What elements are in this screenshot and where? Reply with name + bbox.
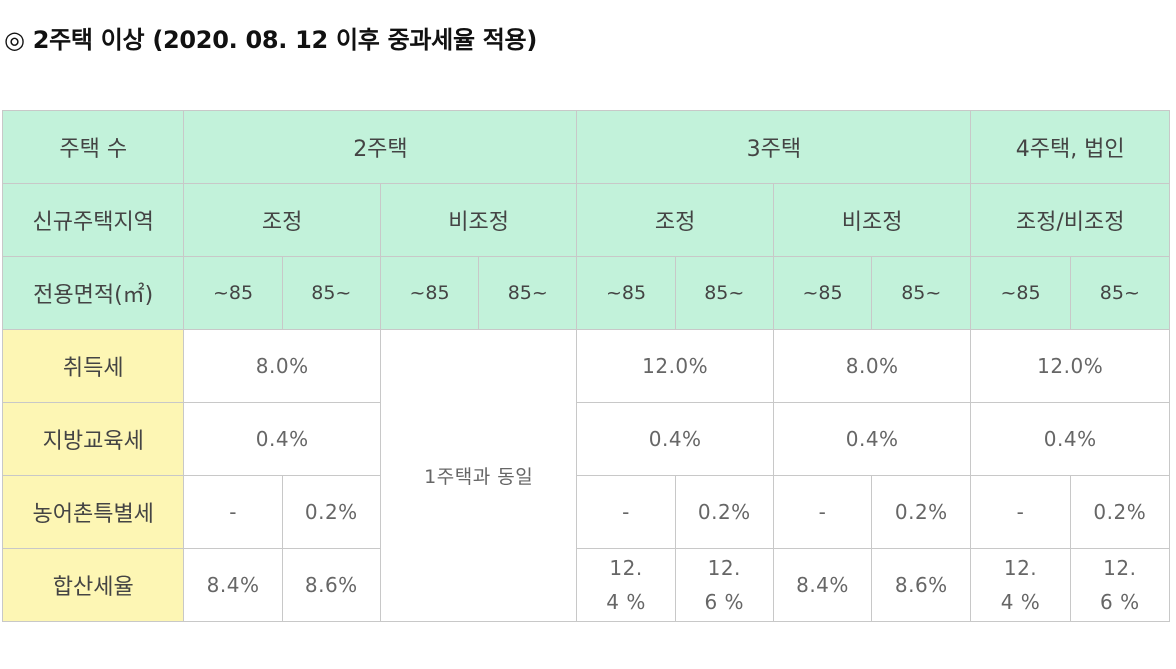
total-3r-under85-text: 12.4 % xyxy=(606,556,646,614)
total-3r-under85: 12.4 % xyxy=(576,548,676,622)
row-rural-tax: 농어촌특별세 - 0.2% - 0.2% - 0.2% - 0.2% xyxy=(1,475,1171,549)
area-under-85: ~85 xyxy=(183,256,283,330)
rural-3r-over85: 0.2% xyxy=(674,475,774,549)
rural-3n-under85: - xyxy=(772,475,873,549)
header-3-regulated: 조정 xyxy=(576,183,774,257)
header-3-houses: 3주택 xyxy=(576,110,972,184)
tax-rate-table: 주택 수 2주택 3주택 4주택, 법인 신규주택지역 조정 비조정 조정 비조… xyxy=(1,110,1171,622)
area-over-85: 85~ xyxy=(478,256,578,330)
row-label-acquisition-tax: 취득세 xyxy=(1,329,185,403)
area-over-85: 85~ xyxy=(674,256,774,330)
header-row-region: 신규주택지역 조정 비조정 조정 비조정 조정/비조정 xyxy=(1,183,1170,257)
total-3n-under85: 8.4% xyxy=(772,548,873,622)
total-3r-over85: 12.6 % xyxy=(674,548,774,622)
header-2-houses: 2주택 xyxy=(183,110,578,184)
row-education-tax: 지방교육세 0.4% 0.4% 0.4% 0.4% xyxy=(1,402,1170,476)
edu-4: 0.4% xyxy=(970,402,1170,476)
header-3-non-regulated: 비조정 xyxy=(772,183,972,257)
acq-4: 12.0% xyxy=(970,329,1170,403)
total-3n-over85: 8.6% xyxy=(871,548,972,622)
acq-2-regulated: 8.0% xyxy=(183,329,381,403)
edu-2-regulated: 0.4% xyxy=(183,402,381,476)
same-as-one-house: 1주택과 동일 xyxy=(379,329,578,622)
header-2-regulated: 조정 xyxy=(183,183,381,257)
area-under-85: ~85 xyxy=(379,256,480,330)
row-total: 합산세율 8.4% 8.6% 12.4 % 12.6 % 8.4% 8.6% 1… xyxy=(1,548,1171,622)
row-acquisition-tax: 취득세 8.0% 1주택과 동일 12.0% 8.0% 12.0% xyxy=(1,329,1170,622)
area-over-85: 85~ xyxy=(1069,256,1171,330)
total-4-under85: 12.4 % xyxy=(970,548,1071,622)
row-label-total: 합산세율 xyxy=(1,548,185,622)
area-under-85: ~85 xyxy=(970,256,1071,330)
acq-3-regulated: 12.0% xyxy=(576,329,774,403)
header-row-house-count: 주택 수 2주택 3주택 4주택, 법인 xyxy=(1,110,1170,184)
edu-3-regulated: 0.4% xyxy=(576,402,774,476)
header-4-houses-corp: 4주택, 법인 xyxy=(970,110,1170,184)
rural-3n-over85: 0.2% xyxy=(871,475,972,549)
total-2-under85: 8.4% xyxy=(183,548,283,622)
total-3r-over85-text: 12.6 % xyxy=(704,556,745,614)
rural-2-under85: - xyxy=(183,475,283,549)
header-4-region: 조정/비조정 xyxy=(970,183,1170,257)
rural-2-over85: 0.2% xyxy=(281,475,381,549)
area-under-85: ~85 xyxy=(576,256,676,330)
rural-4-over85: 0.2% xyxy=(1069,475,1171,549)
acq-3-non-regulated: 8.0% xyxy=(772,329,972,403)
rural-3r-under85: - xyxy=(576,475,676,549)
header-label-region: 신규주택지역 xyxy=(1,183,185,257)
area-over-85: 85~ xyxy=(871,256,972,330)
rural-4-under85: - xyxy=(970,475,1071,549)
total-4-over85-text: 12.6 % xyxy=(1100,556,1140,614)
area-over-85: 85~ xyxy=(281,256,381,330)
total-4-over85: 12.6 % xyxy=(1069,548,1171,622)
row-label-education-tax: 지방교육세 xyxy=(1,402,185,476)
header-label-house-count: 주택 수 xyxy=(1,110,185,184)
header-row-area: 전용면적(㎡) ~85 85~ ~85 85~ ~85 85~ ~85 85~ … xyxy=(1,256,1171,330)
total-4-under85-text: 12.4 % xyxy=(1000,556,1041,614)
row-label-rural-tax: 농어촌특별세 xyxy=(1,475,185,549)
area-under-85: ~85 xyxy=(772,256,873,330)
header-label-area: 전용면적(㎡) xyxy=(1,256,185,330)
edu-3-non-regulated: 0.4% xyxy=(772,402,972,476)
header-2-non-regulated: 비조정 xyxy=(379,183,578,257)
total-2-over85: 8.6% xyxy=(281,548,381,622)
page-title: ◎ 2주택 이상 (2020. 08. 12 이후 중과세율 적용) xyxy=(4,26,538,54)
